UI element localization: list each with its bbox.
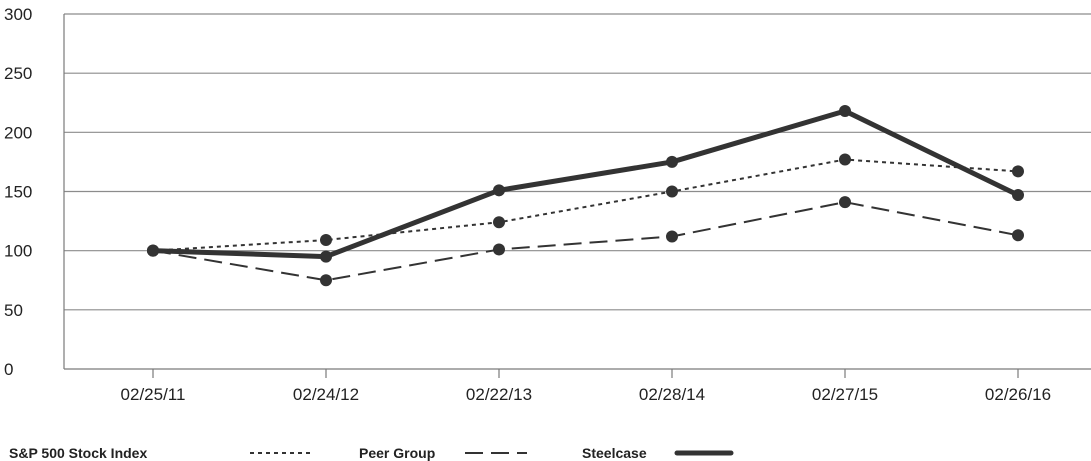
x-tick-label: 02/24/12: [293, 385, 359, 404]
legend-item-steelcase: Steelcase: [582, 445, 734, 461]
data-point: [1012, 189, 1024, 202]
series-line-s-p-500-stock-index: [152, 158, 1019, 252]
legend-label: Peer Group: [359, 445, 435, 461]
legend-label: Steelcase: [582, 445, 647, 461]
data-point: [839, 196, 851, 209]
y-tick-label: 250: [4, 64, 32, 83]
x-tick-label: 02/28/14: [639, 385, 705, 404]
data-point: [666, 230, 678, 243]
data-point: [839, 153, 851, 166]
legend-item-s-p-500-stock-index: S&P 500 Stock Index: [9, 445, 312, 461]
legend-item-peer-group: Peer Group: [359, 445, 527, 461]
x-axis-ticks: 02/25/11 02/24/12 02/22/13 02/28/14 02/27/15…: [121, 369, 1051, 404]
data-point: [320, 250, 332, 263]
data-point: [666, 155, 678, 168]
data-point: [147, 244, 159, 257]
y-axis-ticks: 0 50 100 150 200 250 300: [4, 5, 32, 379]
data-point: [666, 185, 678, 198]
data-point: [493, 184, 505, 197]
x-tick-label: 02/27/15: [812, 385, 878, 404]
y-tick-label: 200: [4, 123, 32, 142]
legend-label: S&P 500 Stock Index: [9, 445, 147, 461]
series-line-peer-group: [152, 201, 1019, 282]
series-line-steelcase: [150, 108, 1021, 260]
axes: [63, 14, 1091, 370]
x-tick-label: 02/26/16: [985, 385, 1051, 404]
data-point: [1012, 229, 1024, 242]
data-point: [839, 105, 851, 118]
y-tick-label: 50: [4, 301, 23, 320]
data-point: [493, 243, 505, 256]
series-s-p-500-stock-index: [147, 153, 1024, 257]
y-tick-label: 150: [4, 183, 32, 202]
y-tick-label: 100: [4, 242, 32, 261]
y-tick-label: 0: [4, 360, 13, 379]
data-point: [493, 216, 505, 229]
x-tick-label: 02/25/11: [121, 385, 186, 404]
x-tick-label: 02/22/13: [466, 385, 532, 404]
series-peer-group: [147, 196, 1024, 287]
data-point: [1012, 165, 1024, 178]
gridlines: [64, 13, 1091, 311]
y-tick-label: 300: [4, 5, 32, 24]
legend: S&P 500 Stock Index Peer Group Steelcase: [9, 445, 734, 461]
series-layer: [147, 105, 1024, 287]
data-point: [320, 234, 332, 247]
series-steelcase: [147, 105, 1024, 263]
data-point: [320, 274, 332, 287]
